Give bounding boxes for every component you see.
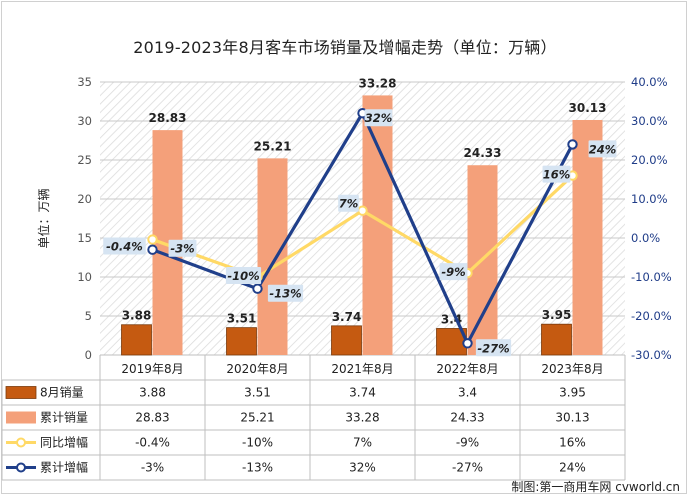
cumulative-growth-label-bg: [475, 339, 512, 357]
cumulative-sales-table-cell: 25.21: [240, 411, 274, 425]
cumulative-growth-table-cell: -27%: [452, 461, 483, 475]
bar-monthly-sales: [331, 325, 362, 356]
cumulative-growth-label: -13%: [269, 287, 301, 301]
bar-monthly-sales: [436, 328, 467, 356]
credit-text: 制图:第一商用车网 cvworld.cn: [511, 480, 680, 494]
bar-cumulative-sales-label: 25.21: [254, 139, 292, 153]
y2-tick-label: -10.0%: [631, 270, 672, 284]
bar-cumulative-sales-label: 30.13: [569, 101, 607, 115]
chart-title: 2019-2023年8月客车市场销量及增幅走势（单位：万辆）: [133, 38, 557, 57]
y-tick-label: 10: [77, 270, 92, 284]
cumulative-growth-table-cell: 24%: [559, 461, 586, 475]
yoy-growth-label: 16%: [543, 168, 571, 182]
yoy-growth-table-cell: 16%: [559, 436, 586, 450]
cumulative-growth-label: 24%: [589, 142, 617, 156]
x-category-label: 2019年8月: [121, 362, 183, 376]
y-tick-label: 15: [77, 231, 92, 245]
y-tick-label: 5: [85, 309, 92, 323]
bar-cumulative-sales: [572, 119, 603, 356]
monthly-sales-legend-swatch: [5, 386, 37, 399]
cumulative-growth-label-bg: [267, 284, 304, 302]
cumulative-growth-label-bg: [168, 239, 197, 257]
cumulative-growth-label: -3%: [170, 242, 194, 256]
bar-monthly-sales: [226, 327, 257, 356]
bar-cumulative-sales-label: 28.83: [149, 111, 187, 125]
cumulative-sales-table-cell: 30.13: [555, 411, 589, 425]
y2-tick-label: 10.0%: [631, 192, 668, 206]
y-tick-label: 30: [77, 114, 92, 128]
yoy-growth-table-cell: -0.4%: [135, 436, 170, 450]
cumulative-growth-table-cell: -13%: [242, 461, 273, 475]
y-tick-label: 25: [77, 153, 92, 167]
yoy-growth-label-bg: [542, 165, 571, 183]
y2-tick-label: 20.0%: [631, 153, 668, 167]
y-tick-label: 0: [85, 348, 92, 362]
y2-tick-label: 40.0%: [631, 75, 668, 89]
yoy-growth-label: 7%: [339, 197, 359, 211]
bar-monthly-sales-label: 3.95: [542, 308, 572, 322]
yoy-growth-point: [357, 205, 368, 216]
y-tick-label: 20: [77, 192, 92, 206]
bar-cumulative-sales-label: 33.28: [359, 76, 397, 90]
cumulative-growth-point: [252, 283, 263, 294]
y2-tick-label: -30.0%: [631, 348, 672, 362]
yoy-growth-legend-label: 同比增幅: [40, 435, 88, 450]
yoy-growth-label-bg: [439, 263, 468, 281]
cumulative-growth-point: [147, 244, 158, 255]
cumulative-growth-label: -27%: [477, 341, 509, 355]
yoy-growth-table-cell: -9%: [456, 436, 479, 450]
yoy-growth-label: -0.4%: [106, 240, 143, 254]
monthly-sales-table-cell: 3.88: [139, 386, 166, 400]
cumulative-growth-label: 32%: [365, 111, 393, 125]
cumulative-growth-label-bg: [364, 109, 393, 127]
bar-monthly-sales-label: 3.88: [122, 309, 152, 323]
yoy-growth-label: -10%: [227, 269, 259, 283]
cumulative-growth-point: [462, 338, 473, 349]
bar-monthly-sales-label: 3.74: [332, 310, 362, 324]
cumulative-growth-legend-marker: [16, 462, 26, 473]
bar-monthly-sales: [541, 323, 572, 356]
y-tick-label: 35: [77, 75, 92, 89]
yoy-growth-label: -9%: [441, 265, 465, 279]
cumulative-sales-table-cell: 33.28: [345, 411, 379, 425]
x-category-label: 2020年8月: [226, 362, 288, 376]
monthly-sales-table-cell: 3.74: [349, 386, 376, 400]
cumulative-growth-legend-label: 累计增幅: [40, 460, 88, 475]
y2-tick-label: -20.0%: [631, 309, 672, 323]
yoy-growth-label-bg: [338, 194, 359, 212]
cumulative-sales-table-cell: 24.33: [450, 411, 484, 425]
yoy-growth-table-cell: 7%: [353, 436, 372, 450]
yoy-growth-label-bg: [103, 237, 146, 255]
bar-monthly-sales: [121, 324, 152, 356]
bar-cumulative-sales: [257, 158, 288, 355]
cumulative-sales-legend-label: 累计销量: [40, 411, 88, 425]
y2-tick-label: 0.0%: [631, 231, 660, 245]
cumulative-growth-table-cell: -3%: [141, 461, 164, 475]
x-category-label: 2021年8月: [331, 362, 393, 376]
monthly-sales-table-cell: 3.4: [458, 386, 477, 400]
yoy-growth-point: [147, 234, 158, 245]
x-category-label: 2022年8月: [436, 362, 498, 376]
yoy-growth-table-cell: -10%: [242, 436, 273, 450]
y2-tick-label: 30.0%: [631, 114, 668, 128]
yoy-growth-legend-marker: [16, 437, 26, 448]
bar-monthly-sales-label: 3.51: [227, 312, 257, 326]
cumulative-sales-table-cell: 28.83: [135, 411, 169, 425]
cumulative-growth-label-bg: [588, 140, 617, 158]
cumulative-sales-legend-swatch: [6, 411, 36, 424]
cumulative-growth-table-cell: 32%: [349, 461, 376, 475]
x-category-label: 2023年8月: [541, 362, 603, 376]
monthly-sales-legend-label: 8月销量: [40, 386, 84, 400]
monthly-sales-table-cell: 3.51: [244, 386, 271, 400]
y-axis-label: 单位：万辆: [36, 188, 51, 248]
monthly-sales-table-cell: 3.95: [559, 386, 586, 400]
bar-cumulative-sales-label: 24.33: [464, 146, 502, 160]
cumulative-growth-point: [567, 139, 578, 150]
yoy-growth-label-bg: [225, 267, 262, 284]
